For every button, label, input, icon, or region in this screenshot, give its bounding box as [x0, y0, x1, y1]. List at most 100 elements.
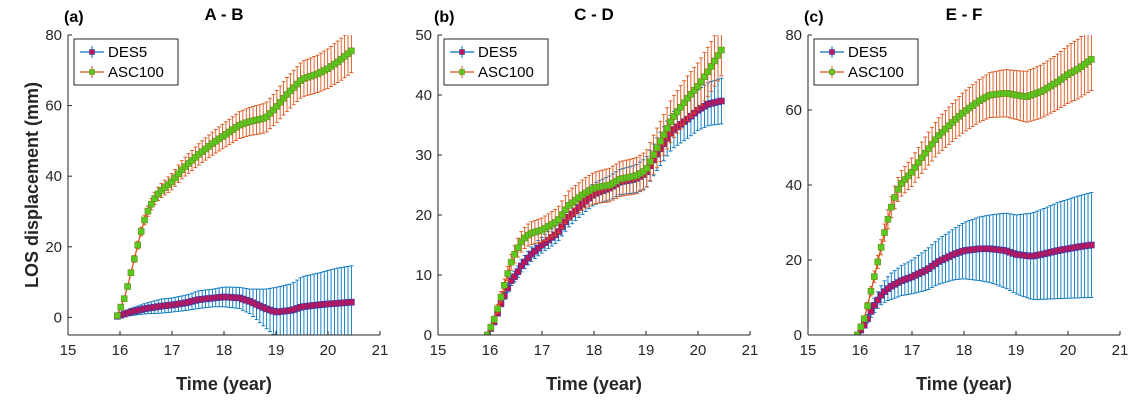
panel-title: E - F — [946, 5, 983, 24]
data-point — [293, 80, 301, 88]
legend-box — [73, 38, 179, 86]
y-axis-label: LOS displacement (mm) — [22, 82, 42, 288]
x-axis-label: Time (year) — [546, 374, 642, 394]
data-point — [514, 268, 522, 275]
data-point — [690, 87, 698, 94]
data-point — [524, 254, 532, 262]
data-point — [117, 303, 125, 311]
data-point — [714, 52, 722, 59]
data-point — [694, 83, 701, 90]
panels: 15 16 17 18 19 20 21 0 20 40 60 80 A - B (a) Time (yea… — [45, 5, 1128, 394]
data-point — [266, 110, 274, 117]
data-point — [891, 194, 899, 201]
data-point — [562, 206, 569, 214]
legend-marker — [829, 69, 835, 75]
legend-entry-des5: DES5 — [820, 44, 887, 61]
data-point — [276, 99, 284, 106]
legend: DES5 ASC100 — [443, 38, 549, 86]
series-des5 — [114, 265, 355, 335]
data-point — [667, 118, 674, 126]
data-point — [114, 312, 121, 319]
x-tick-label: 20 — [1060, 342, 1077, 359]
series-asc100 — [854, 35, 1095, 335]
data-point — [646, 158, 654, 165]
data-point — [175, 170, 182, 178]
data-point — [490, 316, 498, 323]
y-tick-label: 50 — [415, 27, 432, 44]
data-point — [854, 331, 861, 335]
data-point — [911, 164, 919, 171]
legend-label: DES5 — [478, 44, 517, 61]
y-tick-label: 40 — [415, 87, 432, 104]
data-point — [484, 331, 491, 335]
data-point — [511, 251, 518, 258]
panel-letter: (c) — [804, 9, 824, 26]
data-point — [348, 298, 355, 306]
series-line — [856, 244, 1092, 335]
plot-area — [854, 35, 1095, 335]
data-point — [884, 216, 892, 223]
x-tick-label: 20 — [320, 342, 337, 359]
data-point — [120, 295, 128, 303]
x-tick-label: 16 — [852, 342, 869, 359]
x-tick-label: 20 — [690, 342, 707, 359]
data-point — [148, 200, 155, 208]
data-point — [857, 323, 865, 331]
y-tick-label: 80 — [45, 27, 62, 44]
data-point — [915, 159, 922, 166]
x-axis-label: Time (year) — [176, 374, 272, 394]
panel-title: A - B — [204, 5, 243, 24]
data-point — [918, 154, 926, 161]
data-point — [867, 308, 875, 315]
data-point — [701, 73, 708, 81]
x-tick-label: 18 — [216, 342, 233, 359]
x-tick-label: 17 — [904, 342, 921, 359]
data-point — [514, 244, 522, 251]
data-point — [521, 258, 529, 266]
data-point — [171, 174, 179, 182]
data-point — [507, 258, 515, 266]
data-point — [932, 136, 939, 143]
x-tick-label: 21 — [742, 342, 759, 359]
data-point — [711, 57, 718, 65]
data-point — [925, 145, 932, 152]
legend-marker — [89, 49, 95, 55]
data-point — [270, 106, 277, 114]
series-asc100 — [114, 35, 355, 319]
y-tick-label: 0 — [794, 327, 802, 344]
data-point — [290, 84, 298, 91]
data-point — [718, 97, 725, 105]
x-tick-label: 18 — [956, 342, 973, 359]
data-point — [137, 228, 145, 235]
data-point — [901, 176, 909, 183]
data-point — [501, 282, 508, 289]
series-des5 — [854, 192, 1095, 335]
legend-label: DES5 — [108, 44, 147, 61]
y-tick-label: 30 — [415, 147, 432, 164]
data-point — [680, 99, 688, 107]
legend-marker — [459, 69, 465, 75]
series-asc100 — [484, 35, 725, 335]
plot-area — [484, 35, 725, 335]
data-point — [877, 243, 885, 251]
y-tick-label: 20 — [785, 252, 802, 269]
data-point — [487, 323, 495, 331]
chart-panel-3: 15 16 17 18 19 20 21 0 20 40 60 80 E - F (c) Time (yea… — [785, 5, 1128, 394]
data-point — [168, 178, 175, 186]
y-tick-label: 0 — [424, 327, 432, 344]
y-tick-label: 20 — [45, 239, 62, 256]
data-point — [154, 190, 162, 198]
data-point — [127, 269, 135, 276]
data-point — [860, 315, 868, 322]
data-point — [287, 87, 294, 95]
data-point — [1088, 241, 1095, 249]
x-tick-label: 15 — [60, 342, 77, 359]
data-point — [653, 144, 661, 152]
data-point — [894, 186, 902, 193]
data-point — [928, 140, 936, 148]
data-point — [643, 165, 651, 172]
data-point — [663, 125, 671, 132]
panel-letter: (b) — [434, 9, 454, 26]
data-point — [144, 207, 152, 215]
